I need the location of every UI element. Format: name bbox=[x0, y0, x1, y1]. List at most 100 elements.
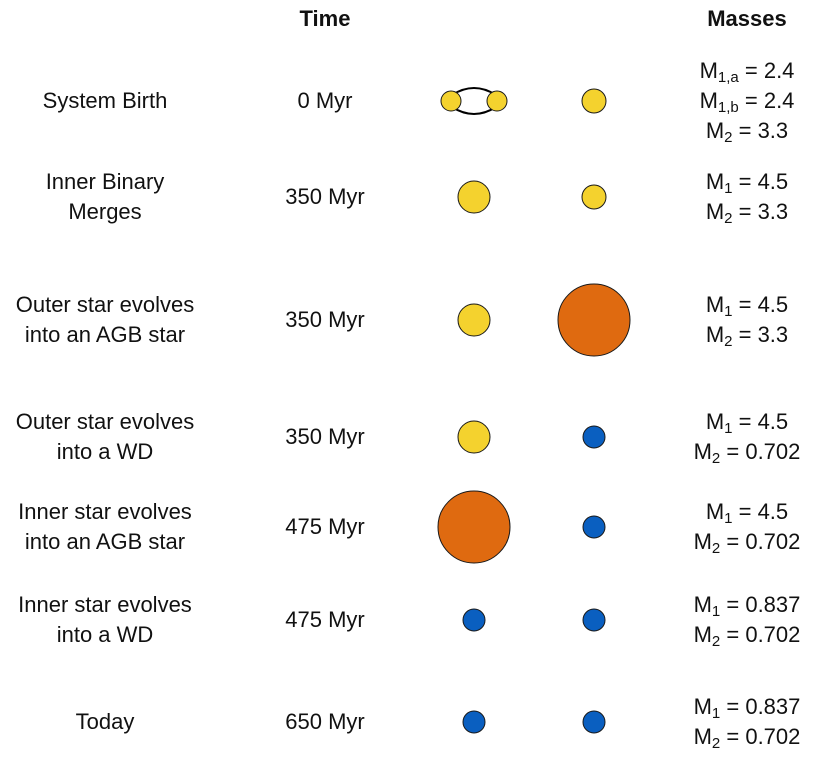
stage-label-line: Merges bbox=[68, 199, 142, 224]
mass-line: M1 = 4.5 bbox=[672, 407, 822, 437]
stage-label-line: into an AGB star bbox=[24, 529, 186, 554]
mass-subscript: 2 bbox=[711, 450, 721, 467]
mass-symbol: M bbox=[693, 439, 712, 464]
stage-label: Inner star evolves into an AGB star bbox=[0, 497, 210, 557]
stage-label-line: Inner star evolves bbox=[18, 499, 192, 524]
outer-star bbox=[582, 710, 606, 734]
stage-label: Inner star evolves into a WD bbox=[0, 590, 210, 650]
mass-line: M2 = 0.702 bbox=[672, 620, 822, 650]
mass-line: M1 = 0.837 bbox=[672, 590, 822, 620]
time-label: 475 Myr bbox=[285, 514, 365, 539]
outer-star bbox=[581, 184, 607, 210]
mass-subscript: 2 bbox=[724, 333, 733, 350]
outer-star bbox=[582, 425, 606, 449]
stage-label: System Birth bbox=[0, 86, 210, 116]
outer-star bbox=[581, 88, 607, 114]
mass-subscript: 1,b bbox=[717, 99, 739, 116]
inner-star bbox=[437, 490, 511, 564]
mass-subscript: 2 bbox=[724, 129, 733, 146]
outer-star bbox=[582, 608, 606, 632]
mass-subscript: 2 bbox=[711, 735, 721, 752]
time-header: Time bbox=[299, 6, 351, 31]
mass-subscript: 1 bbox=[724, 303, 733, 320]
mass-symbol: M bbox=[705, 409, 725, 434]
mass-subscript: 1 bbox=[724, 510, 733, 527]
mass-line: M2 = 3.3 bbox=[672, 320, 822, 350]
mass-symbol: M bbox=[705, 322, 725, 347]
mass-value: = 3.3 bbox=[732, 199, 789, 224]
mass-value: = 0.702 bbox=[720, 529, 801, 554]
mass-symbol: M bbox=[705, 292, 725, 317]
time-label: 650 Myr bbox=[285, 709, 365, 734]
inner-star bbox=[462, 710, 486, 734]
mass-symbol: M bbox=[699, 88, 718, 113]
mass-line: M1 = 4.5 bbox=[672, 290, 822, 320]
mass-values: M1 = 0.837 M2 = 0.702 bbox=[672, 692, 822, 752]
mass-symbol: M bbox=[705, 169, 725, 194]
mass-value: = 2.4 bbox=[738, 58, 795, 83]
mass-values: M1 = 4.5 M2 = 3.3 bbox=[672, 167, 822, 227]
stage-label: Today bbox=[0, 707, 210, 737]
stage-label: Outer star evolves into an AGB star bbox=[0, 290, 210, 350]
masses-header: Masses bbox=[707, 6, 787, 31]
outer-star bbox=[557, 283, 631, 357]
mass-line: M1,a = 2.4 bbox=[672, 56, 822, 86]
mass-symbol: M bbox=[705, 499, 725, 524]
stage-label-line: into an AGB star bbox=[24, 322, 186, 347]
stage-label-line: Outer star evolves bbox=[15, 409, 195, 434]
stage-label: Outer star evolves into a WD bbox=[0, 407, 210, 467]
mass-line: M1 = 4.5 bbox=[672, 167, 822, 197]
mass-line: M2 = 0.702 bbox=[672, 722, 822, 752]
inner-star bbox=[457, 180, 491, 214]
mass-values: M1,a = 2.4 M1,b = 2.4 M2 = 3.3 bbox=[672, 56, 822, 146]
mass-symbol: M bbox=[693, 592, 712, 617]
inner-star bbox=[462, 608, 486, 632]
mass-line: M1 = 4.5 bbox=[672, 497, 822, 527]
mass-subscript: 1 bbox=[711, 705, 721, 722]
mass-line: M1 = 0.837 bbox=[672, 692, 822, 722]
inner-star bbox=[457, 303, 491, 337]
mass-value: = 0.702 bbox=[720, 724, 801, 749]
mass-subscript: 2 bbox=[724, 210, 733, 227]
mass-line: M2 = 0.702 bbox=[672, 437, 822, 467]
mass-values: M1 = 4.5 M2 = 0.702 bbox=[672, 407, 822, 467]
stage-label-line: System Birth bbox=[42, 88, 168, 113]
mass-subscript: 1,a bbox=[717, 69, 739, 86]
mass-value: = 0.702 bbox=[720, 439, 801, 464]
mass-line: M1,b = 2.4 bbox=[672, 86, 822, 116]
mass-symbol: M bbox=[705, 118, 725, 143]
stage-label: Inner Binary Merges bbox=[0, 167, 210, 227]
inner-star-b bbox=[486, 90, 508, 112]
mass-value: = 4.5 bbox=[732, 409, 789, 434]
mass-symbol: M bbox=[693, 724, 712, 749]
mass-values: M1 = 0.837 M2 = 0.702 bbox=[672, 590, 822, 650]
mass-value: = 2.4 bbox=[738, 88, 795, 113]
mass-subscript: 1 bbox=[724, 180, 733, 197]
stage-label-line: into a WD bbox=[56, 439, 154, 464]
mass-value: = 4.5 bbox=[732, 499, 789, 524]
time-label: 350 Myr bbox=[285, 184, 365, 209]
mass-value: = 0.837 bbox=[720, 694, 801, 719]
mass-symbol: M bbox=[699, 58, 718, 83]
mass-line: M2 = 0.702 bbox=[672, 527, 822, 557]
stage-label-line: Today bbox=[75, 709, 135, 734]
mass-subscript: 1 bbox=[724, 420, 733, 437]
mass-value: = 3.3 bbox=[732, 118, 789, 143]
mass-value: = 4.5 bbox=[732, 292, 789, 317]
time-label: 0 Myr bbox=[297, 88, 353, 113]
mass-symbol: M bbox=[693, 529, 712, 554]
mass-value: = 0.702 bbox=[720, 622, 801, 647]
mass-symbol: M bbox=[693, 694, 712, 719]
outer-star bbox=[582, 515, 606, 539]
time-label: 350 Myr bbox=[285, 307, 365, 332]
time-label: 350 Myr bbox=[285, 424, 365, 449]
mass-line: M2 = 3.3 bbox=[672, 116, 822, 146]
mass-symbol: M bbox=[693, 622, 712, 647]
stage-label-line: Inner Binary bbox=[45, 169, 165, 194]
mass-value: = 4.5 bbox=[732, 169, 789, 194]
mass-subscript: 2 bbox=[711, 633, 721, 650]
stage-label-line: into a WD bbox=[56, 622, 154, 647]
stage-label-line: Inner star evolves bbox=[18, 592, 192, 617]
mass-symbol: M bbox=[705, 199, 725, 224]
